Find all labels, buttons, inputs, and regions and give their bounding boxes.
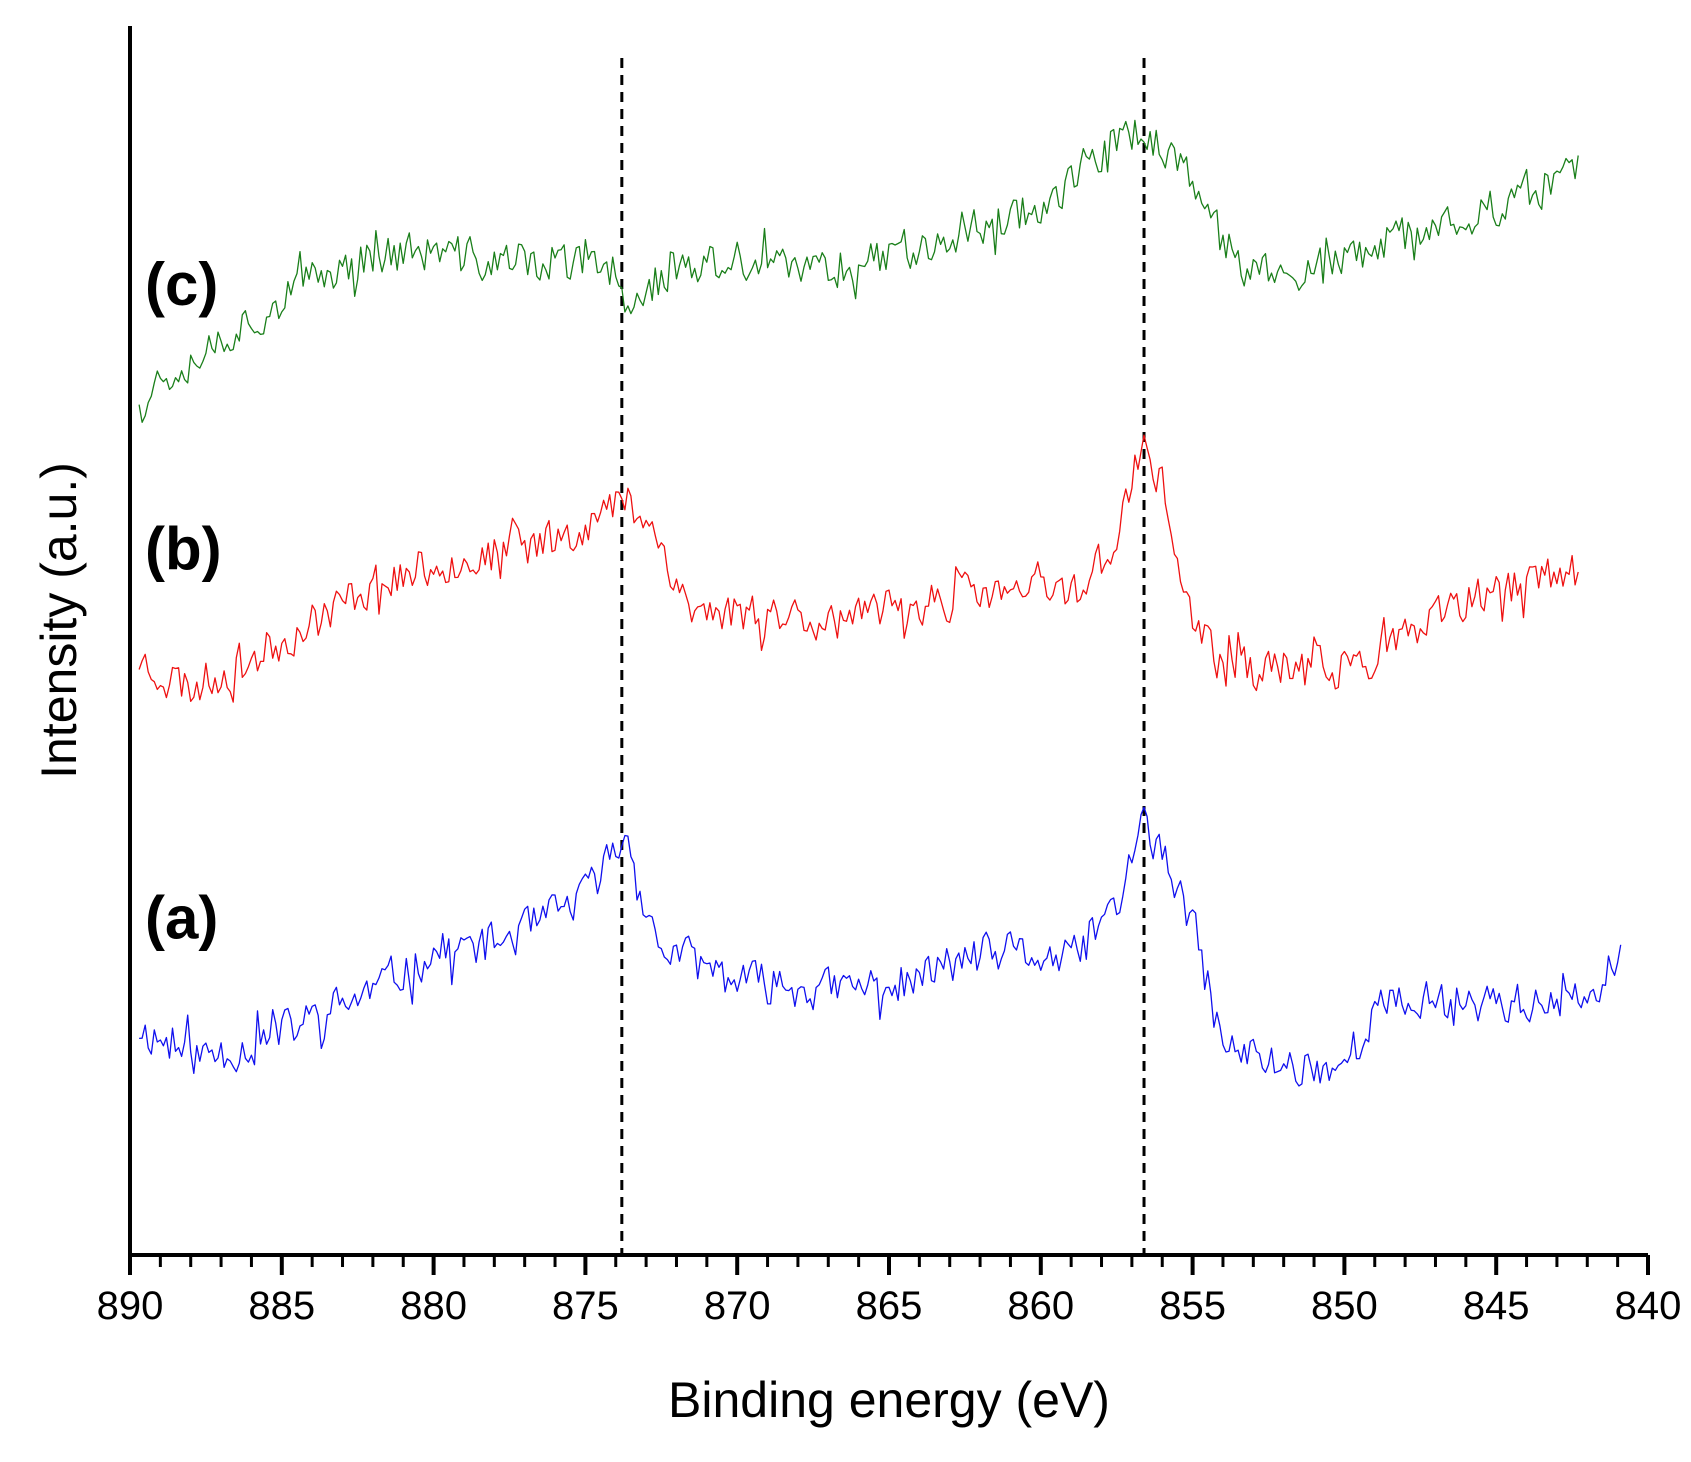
x-tick-label: 880 bbox=[400, 1284, 467, 1328]
series-label: (c) bbox=[145, 251, 218, 318]
series-line-3 bbox=[138, 119, 1579, 423]
x-tick-label: 865 bbox=[856, 1284, 923, 1328]
series-line-1 bbox=[139, 806, 1622, 1087]
x-tick-label: 850 bbox=[1311, 1284, 1378, 1328]
x-tick-label: 860 bbox=[1007, 1284, 1074, 1328]
series-label: (a) bbox=[145, 884, 218, 951]
series-layer bbox=[138, 119, 1622, 1087]
x-tick-label: 845 bbox=[1463, 1284, 1530, 1328]
reference-lines bbox=[620, 58, 1146, 1255]
series-line-2 bbox=[138, 434, 1579, 703]
axes: 890 885 880 875 870 865 860 855 850 845 840 bbox=[97, 26, 1682, 1328]
x-axis-title: Binding energy (eV) bbox=[668, 1372, 1110, 1428]
series-label: (b) bbox=[145, 516, 222, 583]
x-tick-label: 875 bbox=[552, 1284, 619, 1328]
y-axis-title: Intensity (a.u.) bbox=[31, 462, 87, 779]
x-tick-label: 840 bbox=[1615, 1284, 1682, 1328]
x-tick-label: 870 bbox=[704, 1284, 771, 1328]
x-tick-label: 890 bbox=[97, 1284, 164, 1328]
x-ticks: 890 885 880 875 870 865 860 855 850 845 840 bbox=[97, 1255, 1682, 1328]
x-tick-label: 885 bbox=[248, 1284, 315, 1328]
series-labels: (a) (b) (c) bbox=[145, 251, 222, 951]
x-tick-label: 855 bbox=[1159, 1284, 1226, 1328]
